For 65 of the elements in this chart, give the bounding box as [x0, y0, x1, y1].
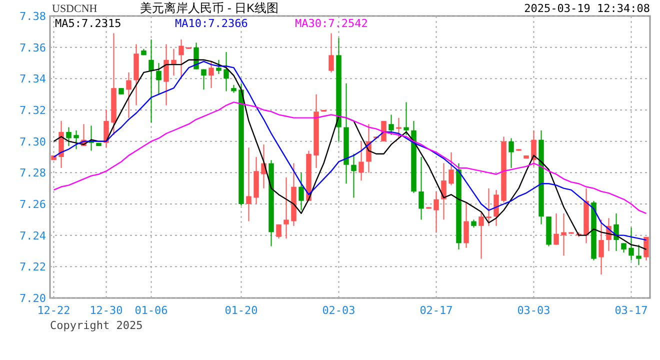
candlestick — [464, 202, 469, 248]
text: MA30:7.2542 — [295, 17, 368, 30]
candlestick — [358, 140, 364, 181]
candlestick — [621, 242, 626, 254]
candlestick — [441, 162, 446, 220]
candlestick — [494, 189, 499, 226]
candlestick — [486, 188, 492, 226]
candlestick — [351, 153, 356, 198]
y-tick-label: 7.28 — [20, 166, 46, 180]
x-tick-label: 03-17 — [614, 304, 648, 317]
text: 2025-03-19 12:34:08 — [524, 2, 650, 15]
candlestick — [628, 227, 634, 261]
candlestick — [224, 52, 229, 92]
x-tick-label: 01-20 — [224, 304, 258, 317]
x-tick-label: 03-03 — [517, 304, 550, 317]
candlestick — [404, 102, 409, 136]
candlestick — [598, 219, 604, 275]
text: MA10:7.2366 — [175, 17, 248, 30]
candlestick — [164, 44, 169, 106]
x-tick-label: 02-17 — [420, 304, 453, 317]
candlestick — [434, 190, 439, 233]
candlestick — [478, 211, 484, 260]
candlestick — [74, 130, 79, 150]
candlestick — [276, 224, 282, 239]
candlestick — [156, 62, 162, 95]
candlestick — [418, 156, 424, 220]
candlestick — [396, 117, 402, 139]
text: Copyright 2025 — [50, 319, 143, 332]
chart-subtitle: USDCNH — [52, 3, 98, 15]
candlestick — [178, 39, 184, 80]
candlestick — [201, 68, 206, 90]
candlestick — [448, 152, 454, 186]
candlestick — [208, 60, 214, 89]
candlestick — [531, 130, 536, 167]
candlestick — [126, 72, 132, 118]
candlestick — [66, 126, 72, 147]
candlestick — [388, 114, 394, 136]
candlestick — [554, 212, 559, 246]
y-tick-label: 7.38 — [20, 10, 46, 23]
candlestick — [561, 212, 566, 256]
y-tick-label: 7.22 — [20, 260, 46, 274]
y-tick-label: 7.26 — [20, 198, 46, 211]
candlestick — [636, 244, 642, 266]
x-tick-label: 12-30 — [90, 304, 123, 317]
y-tick-label: 7.36 — [20, 41, 46, 54]
line-series — [53, 102, 647, 214]
x-tick-label: 01-06 — [134, 304, 168, 317]
x-tick-label: 12-22 — [37, 304, 70, 317]
candlestick — [328, 32, 334, 73]
candlestick — [381, 120, 386, 142]
candlestick — [284, 176, 289, 239]
y-tick-label: 7.34 — [20, 72, 46, 86]
y-tick-label: 7.32 — [20, 104, 46, 117]
candlestick — [216, 59, 222, 74]
x-tick-label: 02-03 — [322, 304, 356, 317]
candlestick — [508, 138, 514, 168]
y-tick-label: 7.24 — [20, 229, 46, 242]
text: MA5:7.2315 — [55, 17, 122, 30]
candlestick — [148, 39, 154, 124]
candlestick — [246, 147, 252, 222]
y-tick-label: 7.20 — [20, 292, 46, 305]
y-tick-label: 7.30 — [20, 135, 46, 148]
candlestick — [298, 172, 304, 211]
candlestick — [104, 110, 109, 148]
chart-title: 美元离岸人民币 - 日K线图 — [140, 1, 279, 15]
